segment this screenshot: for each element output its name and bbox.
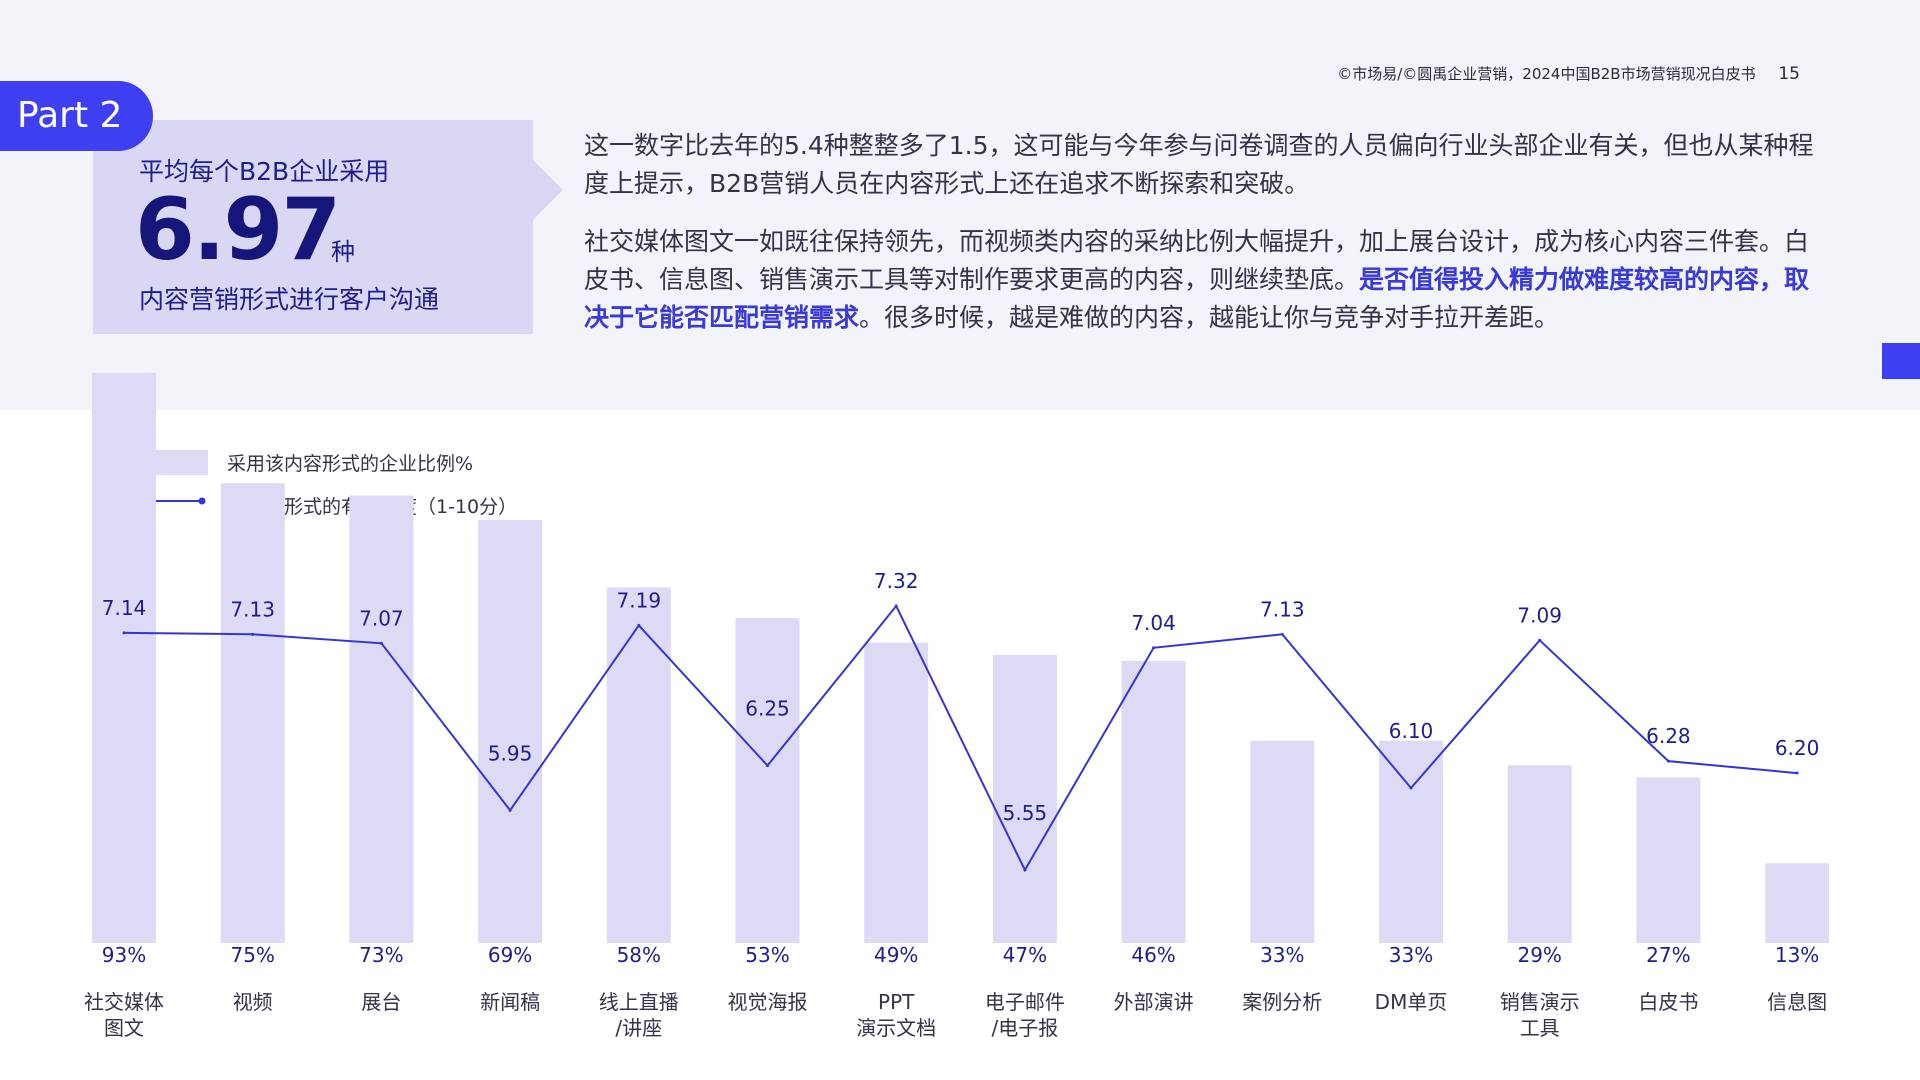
- stat-line1: 平均每个B2B企业采用: [139, 157, 390, 186]
- stat-line2: 内容营销形式进行客户沟通: [139, 285, 440, 314]
- category-label: /电子报: [992, 1016, 1059, 1040]
- paragraph-2-highlight: 是否值得投入精力做难度较高的内容，取决于它能否匹配营销需求: [584, 265, 1810, 332]
- line-value-label: 6.28: [1646, 724, 1691, 748]
- line-point: [1666, 759, 1670, 763]
- category-label: 展台: [361, 990, 401, 1014]
- category-label: 外部演讲: [1114, 990, 1194, 1014]
- category-label: 社交媒体: [84, 990, 164, 1014]
- line-point: [1409, 786, 1413, 790]
- category-label: 案例分析: [1242, 990, 1322, 1014]
- category-label: 新闻稿: [480, 990, 540, 1014]
- bar-value-label: 47%: [1003, 943, 1047, 967]
- line-point: [1795, 771, 1799, 775]
- line-point: [1280, 632, 1284, 636]
- bar: [1507, 765, 1572, 943]
- bar-value-label: 49%: [874, 943, 918, 967]
- category-label: 白皮书: [1638, 990, 1698, 1014]
- category-label: 图文: [104, 1016, 144, 1040]
- part-tab: Part 2: [0, 81, 153, 151]
- line-point: [122, 631, 126, 635]
- line-value-label: 7.13: [230, 597, 275, 621]
- header-reference: ©市场易/©圆禹企业营销，2024中国B2B市场营销现况白皮书 15: [1337, 63, 1800, 84]
- bar: [1379, 740, 1443, 943]
- line-point: [637, 623, 641, 627]
- bar-value-label: 29%: [1517, 943, 1561, 967]
- bar-value-label: 33%: [1389, 943, 1433, 967]
- stat-callout: 平均每个B2B企业采用 6.97 种 内容营销形式进行客户沟通: [93, 120, 533, 334]
- line-point: [508, 808, 512, 812]
- line-value-label: 7.09: [1517, 603, 1562, 627]
- line-point: [379, 641, 383, 645]
- bar: [478, 520, 543, 943]
- bar: [606, 587, 671, 943]
- paragraph-1: 这一数字比去年的5.4种整整多了1.5，这可能与今年参与问卷调查的人员偏向行业头…: [584, 131, 1814, 198]
- bar: [735, 618, 800, 943]
- source-text: ©市场易/©圆禹企业营销，2024中国B2B市场营销现况白皮书: [1337, 65, 1756, 83]
- category-label: 视觉海报: [728, 990, 808, 1014]
- line-point: [894, 604, 898, 608]
- bar: [1121, 661, 1186, 943]
- line-value-label: 5.95: [488, 741, 533, 765]
- category-label: /讲座: [615, 1016, 662, 1040]
- category-label: 视频: [233, 990, 273, 1014]
- stat-unit: 种: [331, 238, 355, 266]
- line-value-label: 6.25: [745, 697, 790, 721]
- bar: [349, 495, 414, 943]
- bar: [1765, 863, 1830, 943]
- bar: [864, 642, 929, 943]
- line-point: [1538, 638, 1542, 642]
- category-label: PPT: [878, 990, 915, 1014]
- line-point: [1023, 868, 1027, 872]
- paragraph-2-tail: 。很多时候，越是难做的内容，越能让你与竞争对手拉开差距。: [859, 303, 1560, 332]
- bar: [1250, 740, 1315, 943]
- line-value-label: 7.19: [617, 588, 662, 612]
- page-number: 15: [1778, 64, 1800, 84]
- line-value-label: 7.07: [359, 606, 404, 630]
- category-label: 演示文档: [856, 1016, 936, 1040]
- bar-value-label: 93%: [102, 943, 146, 967]
- paragraph-2-text: 社交媒体图文一如既往保持领先，而视频类内容的采纳比例大幅提升，加上展台设计，成为…: [584, 227, 1810, 294]
- category-label: DM单页: [1375, 990, 1448, 1014]
- line-value-label: 7.32: [874, 569, 919, 593]
- line-value-label: 5.55: [1003, 801, 1048, 825]
- line-point: [251, 632, 255, 636]
- line-value-label: 7.13: [1260, 597, 1305, 621]
- paragraph-2: 社交媒体图文一如既往保持领先，而视频类内容的采纳比例大幅提升，加上展台设计，成为…: [584, 223, 1820, 337]
- bar-value-label: 69%: [488, 943, 532, 967]
- bar: [992, 654, 1057, 943]
- page-edge-marker: [1882, 343, 1920, 379]
- bar: [92, 372, 156, 943]
- effectiveness-line: [123, 604, 1798, 873]
- category-label: 电子邮件: [985, 990, 1065, 1014]
- bar-value-label: 75%: [230, 943, 274, 967]
- bar-value-label: 33%: [1260, 943, 1304, 967]
- bar-value-label: 58%: [617, 943, 661, 967]
- callout-pointer: [533, 160, 563, 220]
- bar-value-label: 27%: [1646, 943, 1690, 967]
- line-value-label: 7.14: [102, 596, 147, 620]
- bar: [220, 483, 285, 943]
- category-label: 线上直播: [599, 990, 679, 1014]
- line-value-label: 6.10: [1389, 719, 1434, 743]
- line-value-label: 7.04: [1131, 611, 1176, 635]
- bar-value-label: 73%: [359, 943, 403, 967]
- line-value-label: 6.20: [1775, 736, 1820, 760]
- bar-value-label: 13%: [1775, 943, 1819, 967]
- line-point: [1152, 646, 1156, 650]
- bar-value-label: 53%: [745, 943, 789, 967]
- bar: [1636, 777, 1701, 943]
- stat-number: 6.97: [135, 180, 341, 280]
- legend-bar-label: 采用该内容形式的企业比例%: [227, 453, 474, 475]
- category-label: 工具: [1520, 1016, 1560, 1040]
- bar-value-label: 46%: [1131, 943, 1175, 967]
- category-label: 销售演示: [1500, 990, 1580, 1014]
- category-label: 信息图: [1767, 990, 1827, 1014]
- line-point: [766, 764, 769, 768]
